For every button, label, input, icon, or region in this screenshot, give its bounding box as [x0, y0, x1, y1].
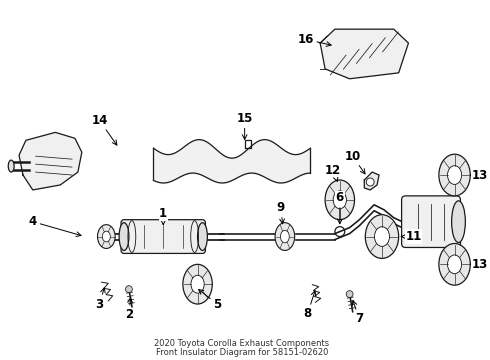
Polygon shape — [19, 132, 82, 190]
Text: 5: 5 — [198, 289, 221, 311]
Ellipse shape — [333, 191, 346, 209]
Ellipse shape — [447, 166, 462, 184]
Text: 6: 6 — [336, 192, 344, 224]
Polygon shape — [365, 172, 379, 190]
Ellipse shape — [183, 264, 212, 304]
Text: 10: 10 — [344, 150, 365, 174]
Circle shape — [346, 291, 353, 298]
Text: 16: 16 — [297, 33, 331, 46]
Circle shape — [367, 178, 374, 186]
Ellipse shape — [439, 154, 470, 196]
Text: 13: 13 — [470, 258, 488, 271]
Text: 11: 11 — [401, 230, 421, 243]
Ellipse shape — [280, 230, 289, 243]
Text: 3: 3 — [96, 288, 105, 311]
Ellipse shape — [191, 275, 204, 293]
Ellipse shape — [8, 160, 14, 172]
Text: 12: 12 — [325, 163, 341, 181]
Text: 7: 7 — [352, 301, 364, 325]
Ellipse shape — [197, 223, 207, 251]
Text: 8: 8 — [303, 291, 316, 320]
Text: 14: 14 — [91, 114, 117, 145]
Text: 2020 Toyota Corolla Exhaust Components: 2020 Toyota Corolla Exhaust Components — [154, 339, 329, 348]
Ellipse shape — [119, 223, 129, 251]
Polygon shape — [320, 29, 409, 79]
Text: 2: 2 — [125, 298, 133, 321]
Ellipse shape — [366, 215, 399, 258]
Ellipse shape — [452, 201, 466, 243]
FancyBboxPatch shape — [121, 220, 205, 253]
Ellipse shape — [102, 231, 110, 242]
Ellipse shape — [447, 255, 462, 274]
Text: 1: 1 — [159, 207, 167, 225]
Ellipse shape — [98, 225, 115, 248]
Text: Front Insulator Diagram for 58151-02620: Front Insulator Diagram for 58151-02620 — [155, 348, 328, 357]
Text: 13: 13 — [470, 168, 488, 181]
Ellipse shape — [374, 227, 390, 246]
Ellipse shape — [439, 243, 470, 285]
FancyBboxPatch shape — [402, 196, 461, 247]
Text: 4: 4 — [28, 215, 81, 237]
Ellipse shape — [325, 180, 355, 220]
Text: 9: 9 — [277, 201, 285, 224]
Text: 15: 15 — [237, 112, 253, 139]
Ellipse shape — [275, 223, 294, 251]
Circle shape — [125, 286, 132, 293]
